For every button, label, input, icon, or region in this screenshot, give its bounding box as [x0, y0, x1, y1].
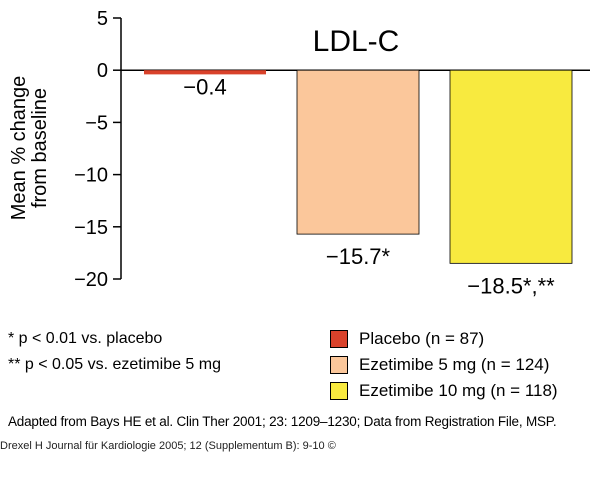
y-tick-label: −20 — [74, 269, 108, 291]
legend-label-placebo: Placebo (n = 87) — [359, 329, 485, 348]
y-tick-label: −5 — [85, 112, 108, 134]
data-label-2: −15.7* — [326, 244, 391, 269]
legend-item-ezetimibe-5mg: Ezetimibe 5 mg (n = 124) — [330, 355, 549, 375]
bar-chart: LDL-C Mean % change from baseline 5 0 −5 −1… — [8, 8, 590, 298]
legend-label-ezetimibe-5mg: Ezetimibe 5 mg (n = 124) — [359, 355, 550, 374]
legend-swatch-placebo — [330, 330, 348, 348]
bar-3 — [449, 69, 573, 264]
y-tick-label: −10 — [74, 165, 108, 187]
legend-item-placebo: Placebo (n = 87) — [330, 329, 484, 349]
footnote-1: * p < 0.01 vs. placebo — [8, 330, 163, 347]
y-tick-label: −15 — [74, 217, 108, 239]
citation: Drexel H Journal für Kardiologie 2005; 1… — [0, 440, 336, 452]
y-axis-label: Mean % change from baseline — [8, 76, 51, 221]
data-label-3: −18.5*,** — [467, 273, 555, 298]
y-axis-label-line-2: from baseline — [29, 88, 51, 208]
source-note: Adapted from Bays HE et al. Clin Ther 20… — [8, 414, 557, 429]
footnote-2: ** p < 0.05 vs. ezetimibe 5 mg — [8, 356, 221, 373]
data-label-1: −0.4 — [183, 74, 226, 99]
y-tick-label: 5 — [97, 8, 108, 30]
chart-title: LDL-C — [313, 25, 400, 58]
legend-item-ezetimibe-10mg: Ezetimibe 10 mg (n = 118) — [330, 381, 558, 401]
legend-swatch-ezetimibe-10mg — [330, 382, 348, 400]
y-axis-label-line-1: Mean % change — [8, 76, 30, 221]
legend-label-ezetimibe-10mg: Ezetimibe 10 mg (n = 118) — [359, 381, 558, 400]
legend-swatch-ezetimibe-5mg — [330, 356, 348, 374]
bar-2 — [296, 69, 420, 235]
plot-area: 5 0 −5 −10 −15 −20 −0.4 −15.7* −18.5*,** — [74, 8, 590, 298]
y-tick-label: 0 — [97, 60, 108, 82]
bar-1 — [144, 70, 266, 75]
